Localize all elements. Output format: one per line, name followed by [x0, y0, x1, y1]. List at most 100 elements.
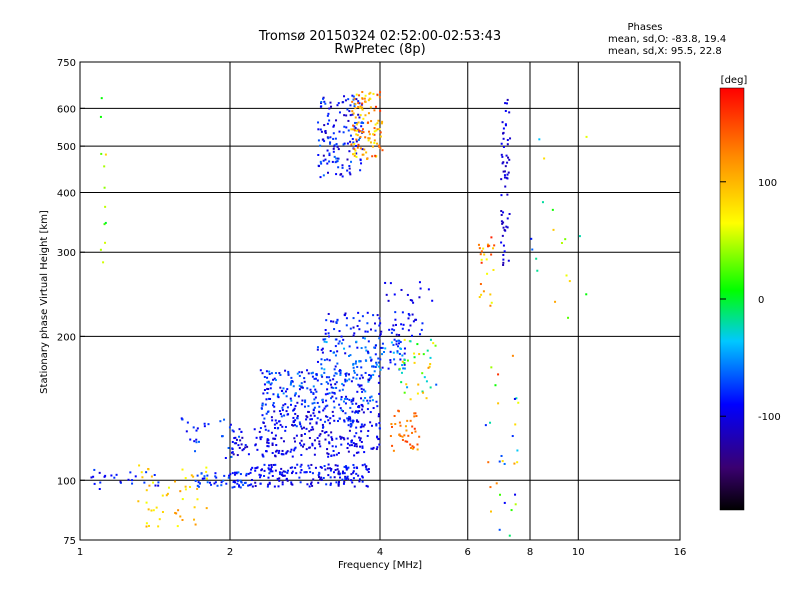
data-point	[342, 143, 345, 146]
data-point	[361, 464, 364, 467]
data-point	[276, 477, 279, 480]
data-point	[291, 423, 294, 426]
data-point	[362, 131, 365, 134]
data-point	[292, 408, 295, 411]
data-point	[320, 101, 323, 104]
data-point	[345, 395, 348, 398]
data-point	[313, 453, 316, 456]
data-point	[510, 509, 513, 512]
data-point	[340, 173, 343, 176]
data-point	[486, 272, 489, 275]
data-point	[328, 376, 331, 379]
data-point	[237, 444, 240, 447]
data-point	[310, 418, 313, 421]
data-point	[336, 157, 339, 160]
data-point	[165, 494, 168, 497]
data-point	[400, 323, 403, 326]
data-point	[353, 466, 356, 469]
data-point	[272, 378, 275, 381]
data-point	[535, 257, 538, 260]
data-point	[145, 501, 148, 504]
data-point	[350, 441, 353, 444]
data-point	[508, 158, 511, 161]
data-point	[263, 375, 266, 378]
data-point	[307, 372, 310, 375]
data-point	[387, 367, 390, 370]
data-point	[321, 399, 324, 402]
data-point	[357, 100, 360, 103]
data-point	[327, 382, 330, 385]
data-point	[328, 335, 331, 338]
data-point	[390, 331, 393, 334]
data-point	[361, 315, 364, 318]
data-point	[290, 482, 293, 485]
data-point	[214, 481, 217, 484]
data-point	[363, 97, 366, 100]
data-point	[294, 404, 297, 407]
data-point	[145, 525, 148, 528]
data-point	[319, 433, 322, 436]
data-point	[341, 472, 344, 475]
data-point	[321, 375, 324, 378]
data-point	[334, 445, 337, 448]
data-point	[167, 486, 170, 489]
data-point	[554, 300, 557, 303]
data-point	[402, 367, 405, 370]
data-point	[358, 102, 361, 105]
data-point	[207, 423, 210, 426]
data-point	[334, 383, 337, 386]
data-point	[389, 282, 392, 285]
data-point	[348, 378, 351, 381]
data-point	[346, 467, 349, 470]
data-point	[318, 434, 321, 437]
data-point	[298, 476, 301, 479]
x-tick-label: 4	[377, 547, 383, 558]
data-point	[374, 154, 377, 157]
data-point	[175, 512, 178, 515]
data-point	[309, 418, 312, 421]
data-point	[259, 482, 262, 485]
data-point	[381, 346, 384, 349]
data-point	[375, 423, 378, 426]
data-point	[292, 421, 295, 424]
data-point	[268, 464, 271, 467]
data-point	[290, 448, 293, 451]
data-point	[328, 152, 331, 155]
data-point	[354, 107, 357, 110]
data-point	[333, 476, 336, 479]
data-point	[267, 445, 270, 448]
data-point	[373, 370, 376, 373]
data-point	[403, 363, 406, 366]
y-axis-ticks: 75 100 200 300 400 500 600 750	[57, 58, 85, 547]
data-point	[269, 397, 272, 400]
data-point	[305, 448, 308, 451]
data-point	[418, 296, 421, 299]
data-point	[223, 474, 226, 477]
data-point	[373, 130, 376, 133]
data-point	[375, 363, 378, 366]
data-point	[367, 121, 370, 124]
data-point	[359, 158, 362, 161]
data-point	[501, 121, 504, 124]
data-point	[536, 269, 539, 272]
data-point	[357, 143, 360, 146]
data-point	[335, 173, 338, 176]
data-point	[254, 467, 257, 470]
data-point	[414, 430, 417, 433]
data-point	[103, 186, 106, 189]
data-point	[344, 312, 347, 315]
data-point	[307, 405, 310, 408]
data-point	[239, 473, 242, 476]
data-point	[196, 498, 199, 501]
data-point	[316, 360, 319, 363]
data-point	[361, 376, 364, 379]
data-point	[343, 419, 346, 422]
data-point	[205, 466, 208, 469]
data-point	[338, 111, 341, 114]
data-point	[506, 226, 509, 229]
data-point	[394, 311, 397, 314]
data-point	[203, 477, 206, 480]
data-point	[269, 383, 272, 386]
data-point	[412, 320, 415, 323]
data-point	[140, 471, 143, 474]
